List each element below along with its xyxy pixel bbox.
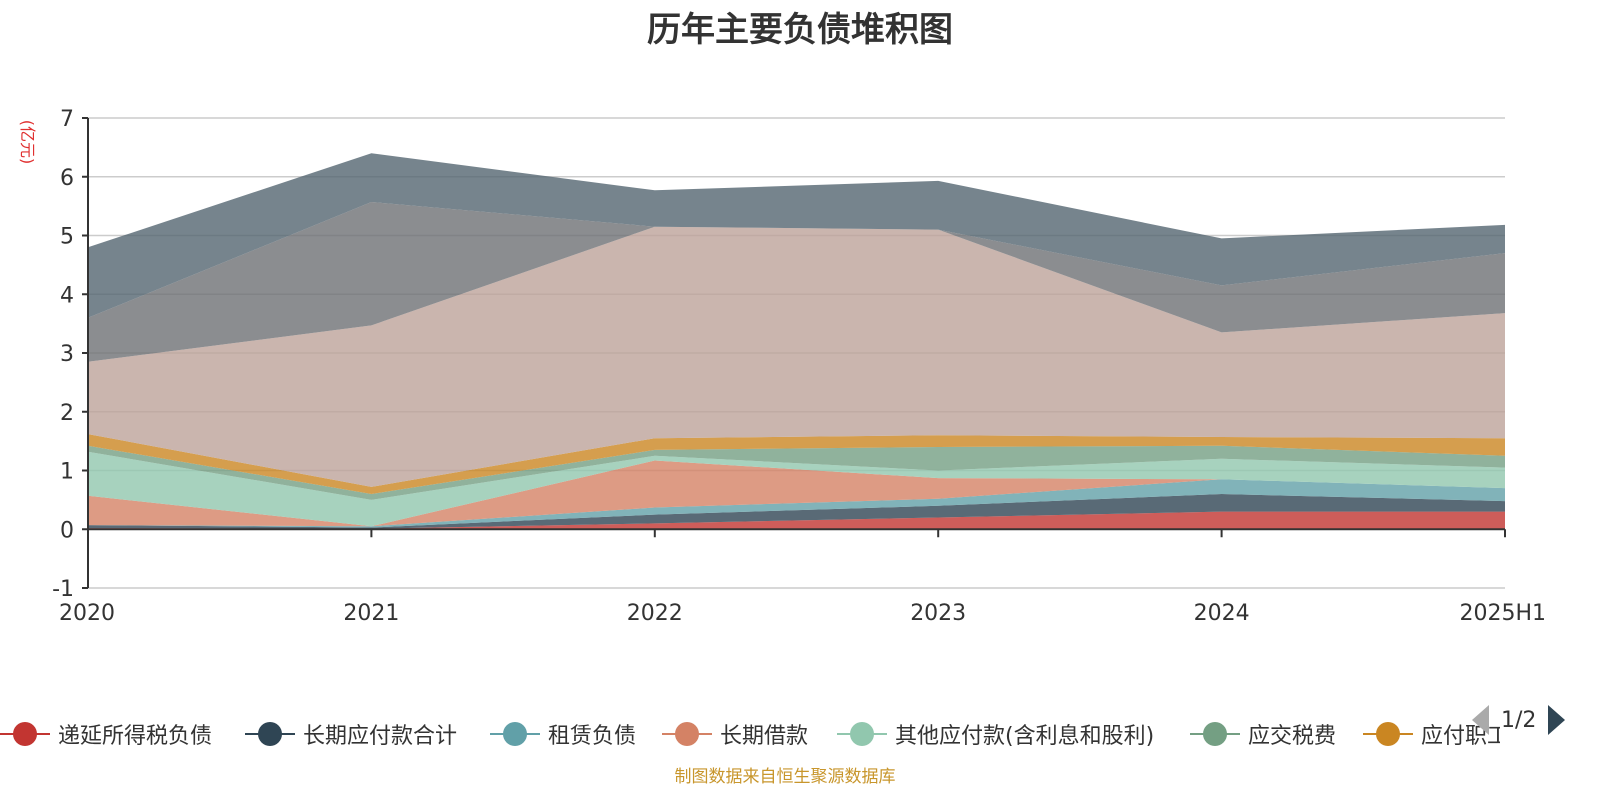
area-series-2 — [88, 479, 1505, 528]
legend-marker-icon — [245, 722, 295, 746]
y-tick-label: -1 — [52, 577, 74, 602]
x-tick-label: 2023 — [910, 601, 966, 626]
y-axis-tick-labels: -1 0 1 2 3 4 5 6 7 — [52, 107, 74, 602]
legend-item[interactable]: 长期借款 — [662, 716, 808, 752]
x-tick-label: 2025H1 — [1459, 601, 1546, 626]
legend-item[interactable]: 应交税费 — [1190, 716, 1336, 752]
y-tick-label: 3 — [60, 342, 74, 367]
y-tick-label: 6 — [60, 166, 74, 191]
area-series-8 — [88, 202, 1505, 362]
area-series-6 — [88, 434, 1505, 494]
legend-pager: 1/2 — [1472, 704, 1600, 736]
area-series-7 — [88, 226, 1505, 487]
x-tick-label: 2022 — [627, 601, 683, 626]
x-axis-tick-labels: 2020 2021 2022 2023 2024 2025H1 — [59, 601, 1546, 626]
legend-label: 递延所得税负债 — [58, 724, 213, 749]
axes — [82, 117, 1506, 589]
area-series-layer — [88, 153, 1505, 530]
legend-item[interactable]: 递延所得税负债 — [0, 716, 212, 752]
legend-label: 租赁负债 — [548, 724, 637, 749]
x-tick-label: 2021 — [343, 601, 399, 626]
y-axis-unit-label: (亿元) — [18, 120, 37, 165]
area-series-4 — [88, 451, 1505, 527]
legend-label: 长期应付款合计 — [303, 724, 458, 749]
legend-marker-icon — [837, 722, 887, 746]
data-source-note: 制图数据来自恒生聚源数据库 — [674, 767, 896, 787]
area-series-5 — [88, 445, 1505, 500]
legend-label: 应交税费 — [1248, 724, 1337, 749]
chart-title: 历年主要负债堆积图 — [647, 10, 953, 50]
legend-label: 其他应付款(含利息和股利) — [895, 724, 1155, 749]
area-series-3 — [88, 460, 1505, 527]
legend-item[interactable]: 长期应付款合计 — [245, 716, 457, 752]
y-tick-label: 7 — [60, 107, 74, 132]
legend-marker-icon — [0, 722, 50, 746]
legend-marker-icon — [662, 722, 712, 746]
y-tick-label: 2 — [60, 401, 74, 426]
legend-page-indicator: 1/2 — [1501, 707, 1537, 733]
legend-item[interactable]: 其他应付款(含利息和股利) — [837, 716, 1154, 752]
legend-label: 长期借款 — [720, 724, 809, 749]
legend-marker-icon — [490, 722, 540, 746]
chart-legend: 递延所得税负债 长期应付款合计 租赁负债 长期借款 其他应付款(含利息和股利) 应交税费应… — [0, 716, 1500, 752]
area-series-9 — [88, 153, 1505, 318]
y-tick-label: 1 — [60, 460, 74, 485]
legend-marker-icon — [1190, 722, 1240, 746]
y-tick-label: 5 — [60, 225, 74, 250]
x-tick-label: 2024 — [1194, 601, 1250, 626]
legend-prev-page-icon[interactable] — [1472, 705, 1489, 735]
area-series-1 — [88, 494, 1505, 529]
y-tick-label: 4 — [60, 283, 74, 308]
legend-item[interactable]: 租赁负债 — [490, 716, 636, 752]
legend-marker-icon — [1363, 722, 1413, 746]
x-tick-label: 2020 — [59, 601, 115, 626]
stacked-area-chart: (亿元) -1 0 1 2 3 4 5 6 7 2020 2021 2022 2023 2024 2025… — [18, 107, 1546, 626]
y-tick-label: 0 — [60, 518, 74, 543]
legend-next-page-icon[interactable] — [1548, 705, 1566, 735]
